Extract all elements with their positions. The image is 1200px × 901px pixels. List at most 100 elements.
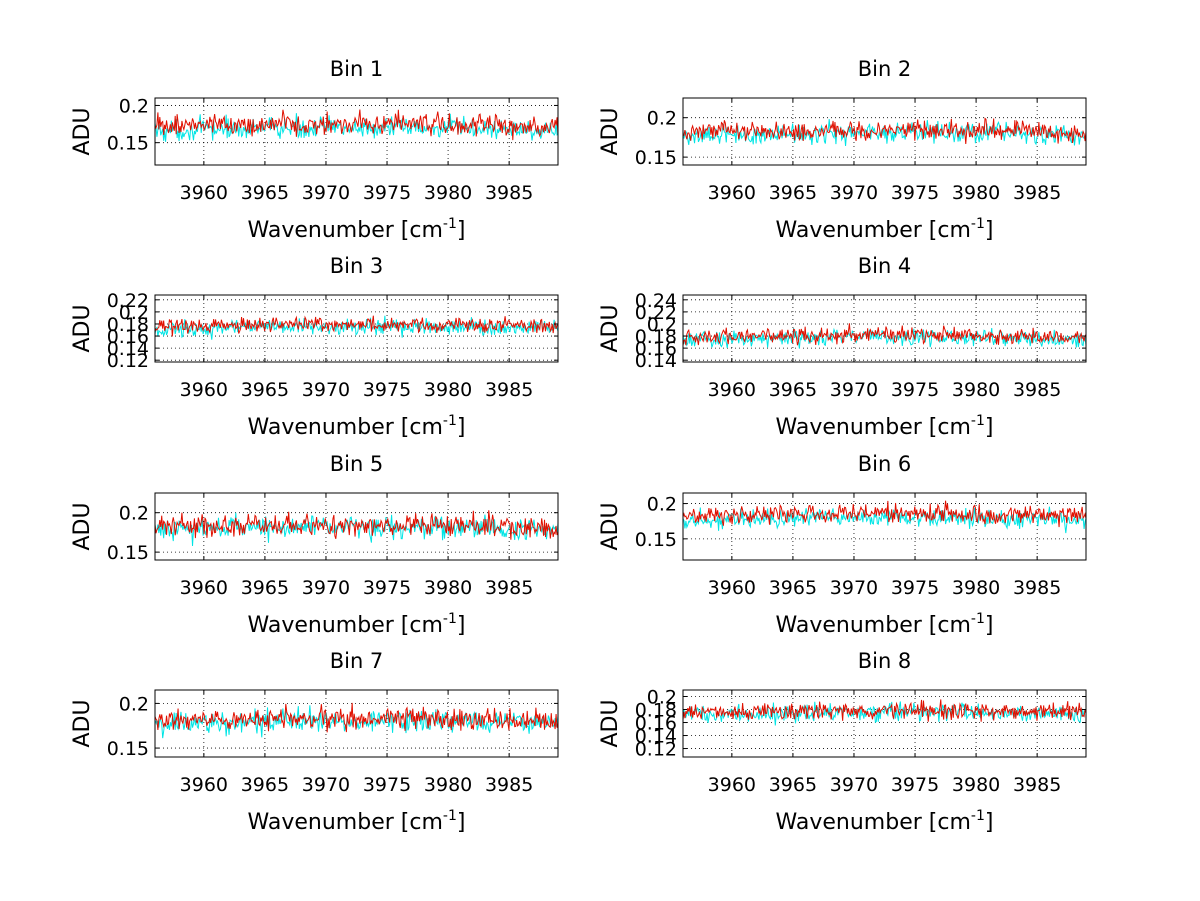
series-red-line: [155, 702, 558, 733]
x-axis-label: Wavenumber [cm-1]: [776, 216, 994, 243]
series-red-line: [155, 510, 558, 540]
y-tick-label: 0.14: [107, 338, 149, 360]
x-tick-label: 3970: [830, 182, 878, 204]
x-axis-label: Wavenumber [cm-1]: [248, 216, 466, 243]
subplot-title: Bin 6: [858, 452, 912, 476]
x-tick-label: 3970: [830, 379, 878, 401]
y-tick-label: 0.12: [107, 350, 149, 372]
subplot-title: Bin 5: [330, 452, 384, 476]
y-axis-label: ADU: [70, 304, 95, 352]
y-tick-label: 0.18: [107, 314, 149, 336]
x-tick-label: 3960: [180, 577, 228, 599]
x-tick-label: 3960: [180, 774, 228, 796]
x-tick-label: 3985: [1013, 182, 1061, 204]
x-tick-label: 3985: [485, 774, 533, 796]
x-tick-label: 3975: [891, 182, 939, 204]
y-tick-label: 0.2: [647, 108, 677, 130]
axes-background: [683, 690, 1086, 757]
y-tick-label: 0.16: [635, 713, 677, 735]
x-tick-label: 3980: [424, 379, 472, 401]
subplot-bin-7: 3960 3965 3970 3975 3980 3985 0.15 0.2 Bin 7 Wave…: [70, 649, 559, 835]
x-tick-label: 3960: [708, 379, 756, 401]
x-tick-label: 3970: [302, 774, 350, 796]
y-tick-label: 0.18: [635, 326, 677, 348]
y-tick-label: 0.14: [635, 350, 677, 372]
x-axis-label: Wavenumber [cm-1]: [776, 611, 994, 638]
series-cyan-line: [155, 315, 558, 340]
axes-background: [683, 295, 1086, 362]
y-tick-label: 0.15: [107, 738, 149, 760]
y-tick-label: 0.22: [635, 302, 677, 324]
axes-frame: [154, 97, 559, 166]
y-tick-label: 0.16: [635, 338, 677, 360]
y-tick-label: 0.2: [119, 95, 149, 117]
axes-frame: [682, 294, 1087, 363]
x-tick-label: 3980: [424, 182, 472, 204]
x-tick-label: 3965: [769, 379, 817, 401]
series-red-line: [683, 117, 1086, 144]
y-tick-label: 0.15: [107, 542, 149, 564]
subplot-bin-1: 3960 3965 3970 3975 3980 3985 0.15 0.2 Bin 1 Wave…: [70, 57, 559, 243]
series-red-line: [155, 315, 558, 337]
x-tick-label: 3960: [708, 577, 756, 599]
x-tick-label: 3985: [485, 379, 533, 401]
y-tick-label: 0.15: [635, 529, 677, 551]
subplot-bin-3: 3960 3965 3970 3975 3980 3985 0.120.140.160.18…: [70, 254, 559, 440]
series-red-line: [155, 109, 558, 141]
y-tick-label: 0.2: [119, 503, 149, 525]
axes-frame: [682, 97, 1087, 166]
y-axis-label: ADU: [598, 107, 623, 155]
y-tick-label: 0.2: [647, 687, 677, 709]
subplot-bin-6: 3960 3965 3970 3975 3980 3985 0.15 0.2 Bin 6 Wave…: [598, 452, 1087, 638]
x-tick-label: 3980: [952, 774, 1000, 796]
subplot-bin-4: 3960 3965 3970 3975 3980 3985 0.140.160.180.20…: [598, 254, 1087, 440]
x-tick-label: 3975: [891, 577, 939, 599]
y-tick-label: 0.16: [107, 326, 149, 348]
axes-frame: [682, 689, 1087, 758]
x-tick-label: 3960: [708, 774, 756, 796]
x-tick-label: 3970: [830, 577, 878, 599]
x-tick-label: 3985: [485, 577, 533, 599]
subplot-bin-2: 3960 3965 3970 3975 3980 3985 0.15 0.2 Bin 2 Wave…: [598, 57, 1087, 243]
x-tick-label: 3960: [708, 182, 756, 204]
series-red-line: [683, 699, 1086, 722]
x-tick-label: 3975: [363, 577, 411, 599]
x-tick-label: 3980: [952, 182, 1000, 204]
subplot-bin-5: 3960 3965 3970 3975 3980 3985 0.15 0.2 Bin 5 Wave…: [70, 452, 559, 638]
x-tick-label: 3970: [302, 577, 350, 599]
x-tick-label: 3975: [363, 182, 411, 204]
x-axis-label: Wavenumber [cm-1]: [776, 808, 994, 835]
axes-frame: [682, 492, 1087, 561]
x-tick-label: 3985: [1013, 577, 1061, 599]
x-tick-label: 3980: [952, 577, 1000, 599]
x-tick-label: 3970: [302, 379, 350, 401]
series-red-line: [683, 323, 1086, 346]
x-tick-label: 3985: [485, 182, 533, 204]
y-axis-label: ADU: [598, 502, 623, 550]
subplot-title: Bin 2: [858, 57, 912, 81]
y-tick-label: 0.22: [107, 290, 149, 312]
y-axis-label: ADU: [598, 699, 623, 747]
y-axis-label: ADU: [70, 502, 95, 550]
y-tick-label: 0.2: [647, 314, 677, 336]
y-tick-label: 0.12: [635, 739, 677, 761]
axes-frame: [154, 294, 559, 363]
subplot-title: Bin 8: [858, 649, 912, 673]
x-tick-label: 3965: [241, 577, 289, 599]
y-tick-label: 0.2: [119, 693, 149, 715]
y-tick-label: 0.18: [635, 700, 677, 722]
x-tick-label: 3980: [952, 379, 1000, 401]
x-axis-label: Wavenumber [cm-1]: [248, 611, 466, 638]
axes-frame: [154, 492, 559, 561]
subplot-bin-8: 3960 3965 3970 3975 3980 3985 0.120.140.160.18…: [598, 649, 1087, 835]
y-axis-label: ADU: [598, 304, 623, 352]
x-tick-label: 3965: [241, 774, 289, 796]
x-tick-label: 3970: [830, 774, 878, 796]
y-tick-label: 0.2: [119, 302, 149, 324]
series-red-line: [683, 500, 1086, 528]
y-tick-label: 0.2: [647, 494, 677, 516]
x-axis-label: Wavenumber [cm-1]: [248, 808, 466, 835]
y-tick-label: 0.24: [635, 290, 677, 312]
x-tick-label: 3960: [180, 182, 228, 204]
